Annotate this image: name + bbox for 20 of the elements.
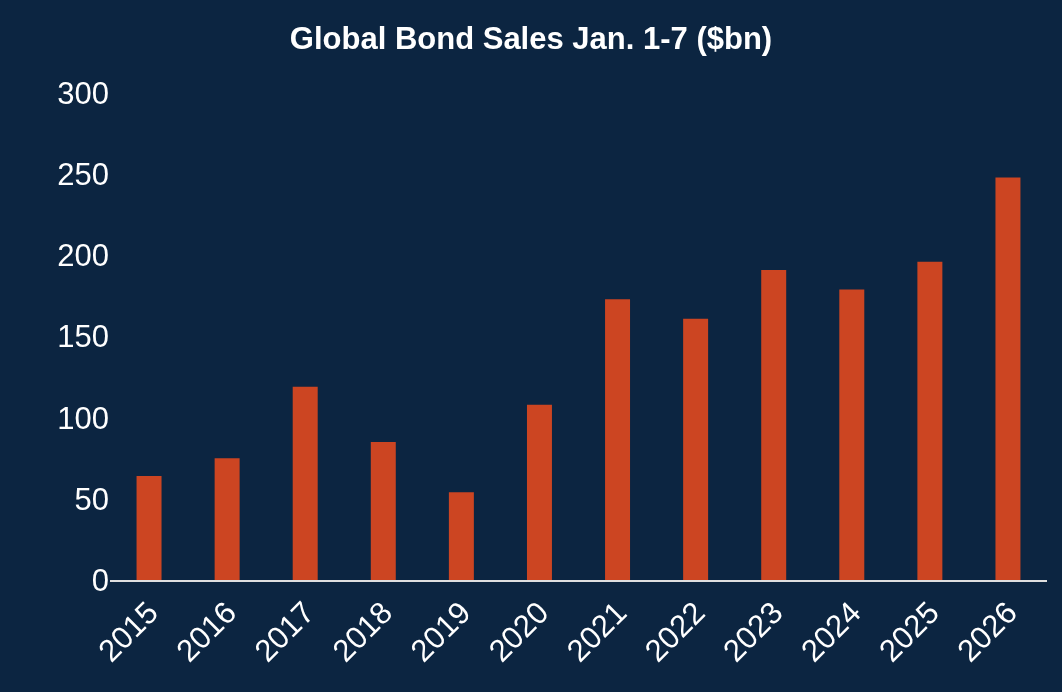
bar [292, 386, 318, 580]
bar [761, 269, 787, 580]
y-tick-label: 100 [57, 400, 109, 436]
bar [995, 177, 1021, 580]
bar [448, 492, 474, 580]
bar [917, 261, 943, 580]
y-tick-label: 250 [57, 157, 109, 193]
bar [683, 318, 709, 580]
bar [214, 458, 240, 580]
y-tick-label: 0 [91, 562, 109, 598]
bar [526, 404, 552, 580]
y-tick-label: 300 [57, 75, 109, 111]
bar [370, 442, 396, 580]
y-tick-label: 200 [57, 238, 109, 274]
chart-title: Global Bond Sales Jan. 1-7 ($bn) [289, 21, 773, 57]
y-tick-label: 150 [57, 319, 109, 355]
y-tick-label: 50 [74, 481, 109, 517]
bar [839, 289, 865, 580]
bar [136, 476, 162, 580]
bar [605, 299, 631, 580]
